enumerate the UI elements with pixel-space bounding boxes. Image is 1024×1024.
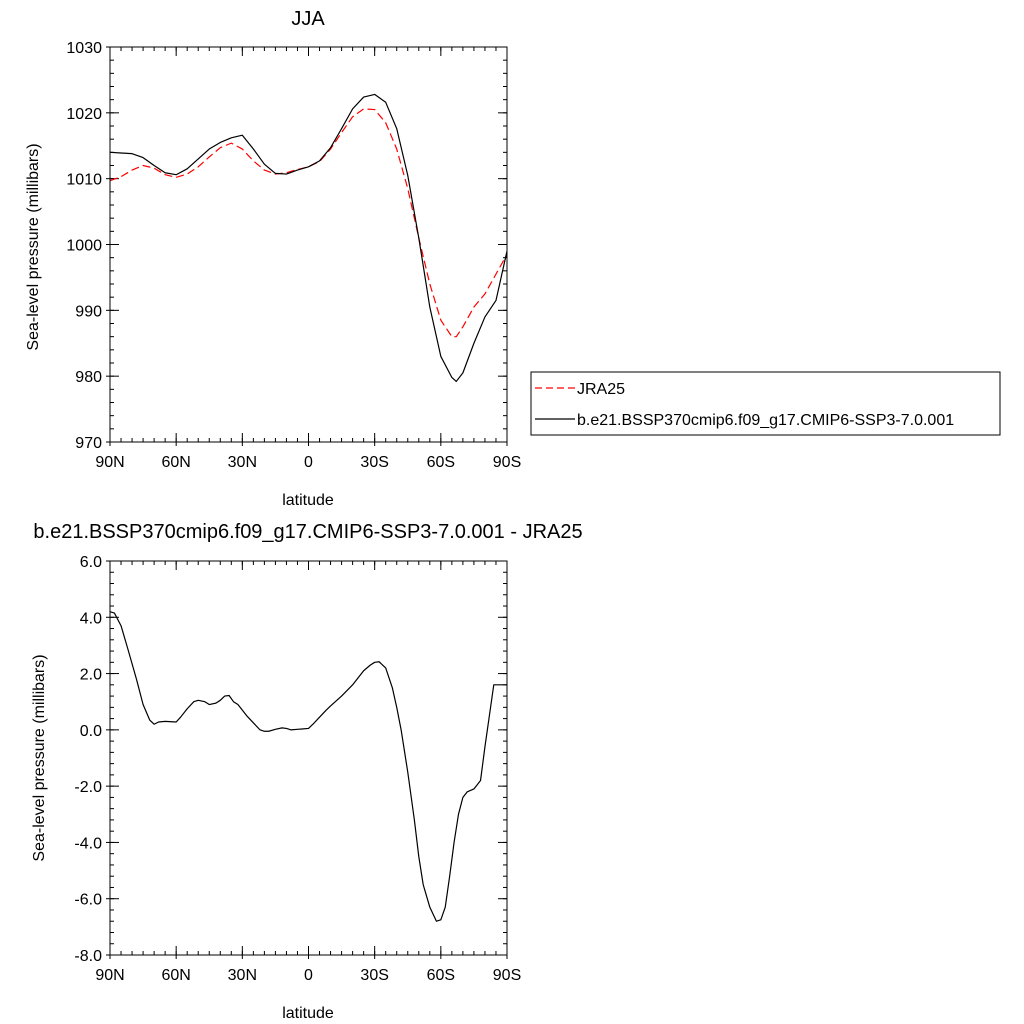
bottom-x-tick-label: 90N: [95, 967, 124, 984]
top-x-tick-label: 0: [304, 454, 313, 471]
bottom-y-axis-label: Sea-level pressure (millibars): [31, 654, 48, 861]
top-series-line-b-e21-bssp370cmip6-f09-g17-cmip6-ssp3-7-0-001: [109, 93, 508, 383]
top-y-tick-label: 980: [75, 369, 102, 386]
legend-frame: [530, 371, 1001, 436]
bottom-chart-title: b.e21.BSSP370cmip6.f09_g17.CMIP6-SSP3-7.…: [33, 521, 582, 543]
top-series-line-jra25: [109, 108, 508, 338]
top-plot-frame: [109, 46, 508, 443]
top-y-tick-label: 1010: [66, 172, 102, 189]
bottom-x-axis-label: latitude: [282, 1005, 334, 1022]
top-y-tick-label: 1000: [66, 238, 102, 255]
top-x-tick-label: 30S: [360, 454, 388, 471]
bottom-y-tick-label: 0.0: [80, 723, 102, 740]
bottom-y-tick-label: -4.0: [74, 835, 102, 852]
top-plot-area: 970 980 990 1000 1010 1020 1030 90N 60N 30N 0 30S 60…: [66, 40, 521, 471]
bottom-series-line-0: [109, 611, 507, 922]
top-x-tick-label: 30N: [228, 454, 257, 471]
top-legend: JRA25 b.e21.BSSP370cmip6.f09_g17.CMIP6-S…: [530, 371, 1001, 436]
legend-label-jra25: JRA25: [577, 381, 625, 398]
top-y-axis-label: Sea-level pressure (millibars): [25, 143, 42, 350]
top-chart-title: JJA: [291, 8, 325, 30]
top-x-tick-label: 90N: [95, 454, 124, 471]
bottom-x-tick-label: 90S: [493, 967, 521, 984]
bottom-y-tick-label: 2.0: [80, 667, 102, 684]
top-x-tick-label: 60N: [161, 454, 190, 471]
bottom-x-tick-label: 30S: [360, 967, 388, 984]
top-y-tick-label: 990: [75, 303, 102, 320]
top-panel: JJA 970 980 990 1000 1010 1020 1030 90N 60N 30N 0 3…: [25, 8, 1001, 509]
bottom-y-tick-label: -8.0: [74, 948, 102, 965]
bottom-x-tick-label: 30N: [228, 967, 257, 984]
top-y-tick-label: 1030: [66, 40, 102, 57]
legend-label-model: b.e21.BSSP370cmip6.f09_g17.CMIP6-SSP3-7.…: [577, 412, 954, 429]
bottom-y-tick-label: 4.0: [80, 610, 102, 627]
top-x-axis-label: latitude: [282, 492, 334, 509]
bottom-x-tick-label: 60N: [161, 967, 190, 984]
bottom-y-tick-label: 6.0: [80, 554, 102, 571]
bottom-panel: b.e21.BSSP370cmip6.f09_g17.CMIP6-SSP3-7.…: [31, 521, 583, 1022]
bottom-x-tick-label: 0: [304, 967, 313, 984]
bottom-y-tick-label: -6.0: [74, 892, 102, 909]
top-x-tick-label: 60S: [427, 454, 455, 471]
bottom-plot-frame: [109, 560, 508, 956]
top-y-tick-label: 1020: [66, 106, 102, 123]
bottom-y-tick-label: -2.0: [74, 779, 102, 796]
bottom-x-tick-label: 60S: [427, 967, 455, 984]
top-y-tick-label: 970: [75, 435, 102, 452]
top-x-tick-label: 90S: [493, 454, 521, 471]
bottom-plot-area: -8.0 -6.0 -4.0 -2.0 0.0 2.0 4.0 6.0 90N 60N 30N 0 30…: [74, 554, 521, 984]
